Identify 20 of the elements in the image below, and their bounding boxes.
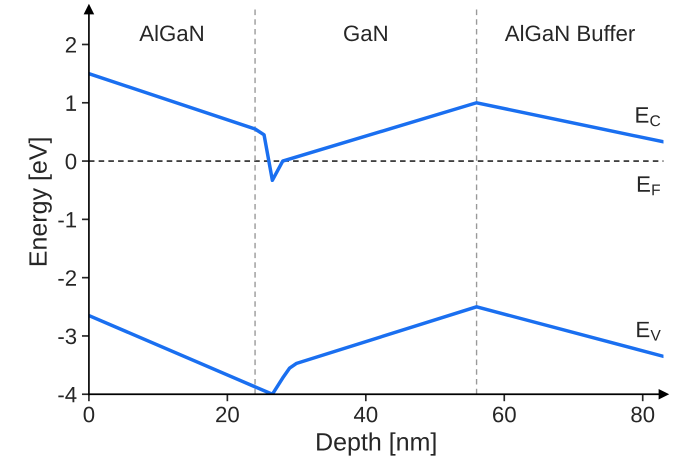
series-label: E$_{C}$ (636, 107, 660, 126)
annotation: GaN (344, 25, 387, 42)
y-tick-label: 2 (66, 37, 76, 53)
x-tick-label: 20 (216, 406, 239, 422)
ref-line-label: E$_{F}$ (638, 176, 660, 196)
y-tick-label: -1 (58, 212, 76, 228)
y-tick-label: -3 (58, 328, 76, 344)
x-tick-label: 80 (631, 406, 654, 422)
x-tick-label: 60 (493, 406, 516, 422)
x-axis-title: Depth [nm] (317, 432, 436, 456)
series-label: E$_{V}$ (637, 322, 661, 341)
y-tick-label: -4 (58, 387, 76, 402)
annotation: AlGaN Buffer (504, 24, 635, 42)
annotation: AlGaN (139, 24, 203, 42)
y-tick-label: 1 (66, 96, 76, 111)
y-tick-label: -2 (58, 270, 76, 286)
y-axis-title: Energy [eV] (28, 138, 52, 266)
x-tick-label: 40 (354, 406, 378, 422)
x-tick-label: 0 (84, 406, 94, 422)
y-tick-label: 0 (66, 154, 76, 170)
